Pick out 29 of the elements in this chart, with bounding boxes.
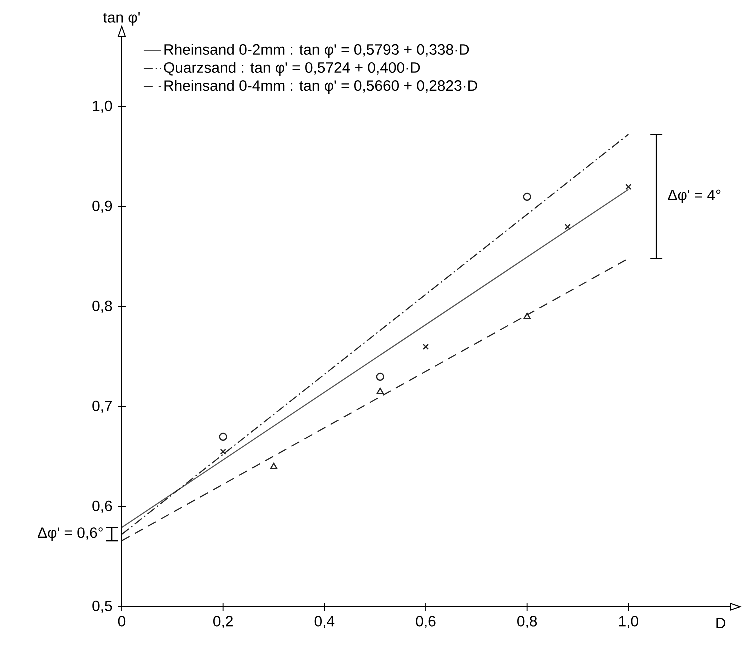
x-tick-label: 1,0 xyxy=(619,616,638,629)
point xyxy=(422,344,430,350)
x-tick-label: 0,8 xyxy=(518,616,538,629)
y-tick-label: 0,6 xyxy=(92,500,112,514)
x-tick-label: 0 xyxy=(118,616,126,627)
legend-label: Quarzsand : tan φ' = 0,5724 + 0,400·D xyxy=(164,62,420,76)
y-tick-label: 1,0 xyxy=(93,100,112,114)
y-tick-label: 0,5 xyxy=(92,600,112,614)
x-axis-title: D xyxy=(716,618,726,628)
point xyxy=(376,388,384,394)
point xyxy=(270,462,278,470)
point xyxy=(524,312,531,320)
point xyxy=(376,372,384,382)
x-tick-label: 0,2 xyxy=(214,616,233,629)
point xyxy=(626,184,632,190)
y-tick-label: 0,9 xyxy=(92,200,112,214)
point xyxy=(564,224,571,230)
point xyxy=(523,192,532,202)
point xyxy=(219,432,228,442)
legend-label: Rheinsand 0-2mm : tan φ' = 0,5793 + 0,338·D xyxy=(164,44,470,58)
x-tick-label: 0,4 xyxy=(314,616,335,629)
x-tick-label: 0,6 xyxy=(416,616,436,629)
annotation: Δφ' = 4° xyxy=(668,190,721,204)
y-axis-title: tan φ' xyxy=(103,12,140,26)
text: Δφ' = 0,6° xyxy=(38,528,103,542)
legend-label: Rheinsand 0-4mm : tan φ' = 0,5660 + 0,2823·D xyxy=(164,80,478,94)
y-tick-label: 0,7 xyxy=(92,400,112,414)
point xyxy=(220,448,226,456)
y-tick-label: 0,8 xyxy=(92,300,112,314)
